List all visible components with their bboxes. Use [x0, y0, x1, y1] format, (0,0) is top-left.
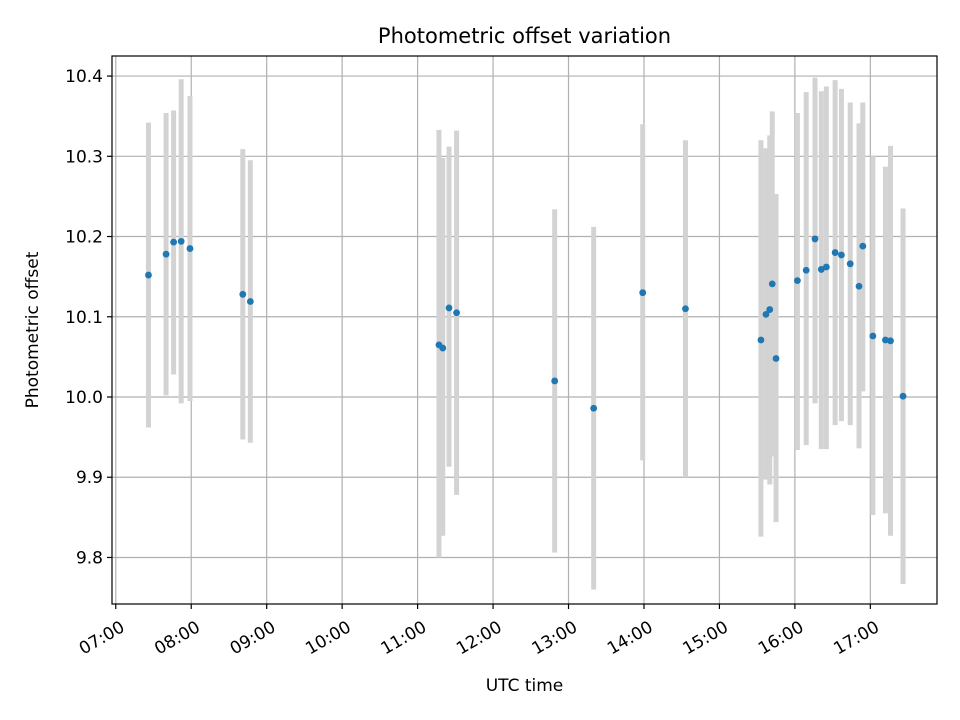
data-point	[590, 404, 598, 412]
data-point	[177, 237, 185, 245]
data-point	[794, 277, 801, 285]
data-point	[838, 251, 845, 259]
data-point	[439, 344, 447, 352]
x-axis-label: UTC time	[486, 676, 564, 696]
data-point	[772, 355, 780, 362]
data-point	[899, 392, 907, 400]
plot-frame	[111, 55, 938, 605]
data-point	[762, 310, 770, 318]
data-point	[768, 280, 776, 288]
data-point	[170, 238, 178, 246]
data-point	[887, 337, 894, 345]
x-tick-label: 14:00	[604, 617, 656, 659]
data-point	[445, 304, 453, 312]
y-axis-label: Photometric offset	[23, 251, 43, 408]
x-tick-label: 09:00	[227, 617, 279, 659]
data-point	[869, 332, 877, 340]
x-tick-label: 07:00	[76, 617, 128, 659]
x-tick-label: 16:00	[755, 617, 807, 659]
y-tick-label: 9.8	[76, 548, 103, 568]
data-point	[551, 377, 559, 385]
data-point	[802, 266, 810, 274]
x-tick-label: 12:00	[453, 617, 505, 659]
data-points	[145, 235, 907, 412]
error-bars	[145, 77, 906, 590]
data-point	[186, 245, 194, 252]
data-point	[453, 309, 460, 317]
data-point	[162, 250, 170, 258]
data-point	[822, 263, 830, 271]
x-tick-label: 08:00	[151, 617, 203, 659]
y-tick-label: 10.4	[65, 67, 103, 87]
data-point	[682, 305, 689, 313]
data-point	[239, 290, 247, 298]
y-tick-label: 10.1	[65, 308, 103, 328]
data-point	[246, 298, 254, 305]
data-point	[882, 336, 889, 344]
y-axis-ticks: 9.8 9.9 10.0 10.1 10.2 10.3 10.4	[65, 67, 112, 568]
data-point	[766, 306, 774, 313]
y-tick-label: 10.2	[65, 228, 103, 248]
x-axis-ticks: 07:00 08:00 09:00 10:00 11:00 12:00 13:00 14:00…	[76, 604, 883, 659]
data-point	[859, 242, 867, 250]
data-point	[639, 289, 647, 297]
data-point	[846, 260, 854, 268]
x-tick-label: 10:00	[302, 617, 354, 659]
data-point	[831, 249, 839, 256]
x-tick-label: 11:00	[378, 617, 430, 659]
x-tick-label: 15:00	[679, 617, 731, 659]
y-tick-label: 10.0	[65, 388, 103, 408]
data-point	[811, 235, 819, 243]
data-point	[855, 282, 863, 290]
chart-title: Photometric offset variation	[378, 24, 671, 48]
data-point	[817, 266, 825, 273]
y-tick-label: 9.9	[76, 468, 103, 488]
data-point	[145, 271, 152, 279]
x-tick-label: 17:00	[830, 617, 882, 659]
x-tick-label: 13:00	[529, 617, 581, 659]
y-tick-label: 10.3	[65, 147, 103, 167]
data-point	[757, 336, 765, 344]
